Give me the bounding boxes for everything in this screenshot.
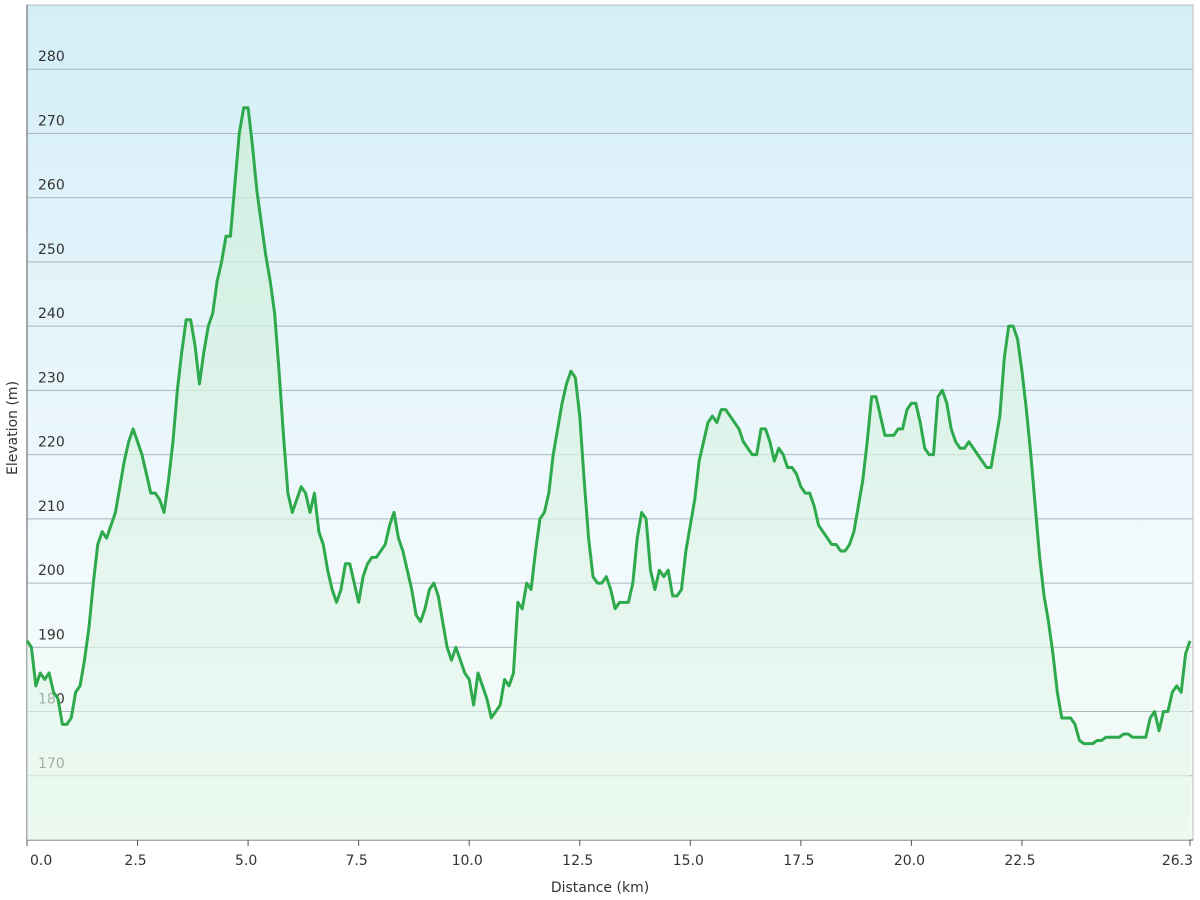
x-tick-label: 20.0 xyxy=(894,853,925,869)
x-tick-label: 7.5 xyxy=(346,853,368,869)
x-tick-label: 0.0 xyxy=(30,853,52,869)
y-tick-label: 240 xyxy=(38,306,65,322)
y-tick-label: 270 xyxy=(38,113,65,129)
elevation-line xyxy=(25,106,1192,746)
x-axis-label: Distance (km) xyxy=(551,880,649,896)
x-tick-label: 22.5 xyxy=(1004,853,1035,869)
y-tick-label: 210 xyxy=(38,499,65,515)
y-tick-label: 280 xyxy=(38,49,65,65)
x-tick-label: 15.0 xyxy=(673,853,704,869)
y-tick-label: 260 xyxy=(38,178,65,194)
y-tick-label: 230 xyxy=(38,370,65,386)
x-tick-label: 17.5 xyxy=(783,853,814,869)
x-tick-label: 12.5 xyxy=(562,853,593,869)
y-tick-label: 220 xyxy=(38,435,65,451)
x-tick-label: 5.0 xyxy=(235,853,257,869)
area xyxy=(27,107,1190,840)
y-tick-label: 190 xyxy=(38,627,65,643)
y-axis-label: Elevation (m) xyxy=(5,381,21,475)
x-tick-label: 10.0 xyxy=(452,853,483,869)
y-tick-label: 250 xyxy=(38,242,65,258)
x-tick-label: 26.3 xyxy=(1162,853,1193,869)
x-tick-label: 2.5 xyxy=(124,853,146,869)
y-tick-label: 200 xyxy=(38,563,65,579)
